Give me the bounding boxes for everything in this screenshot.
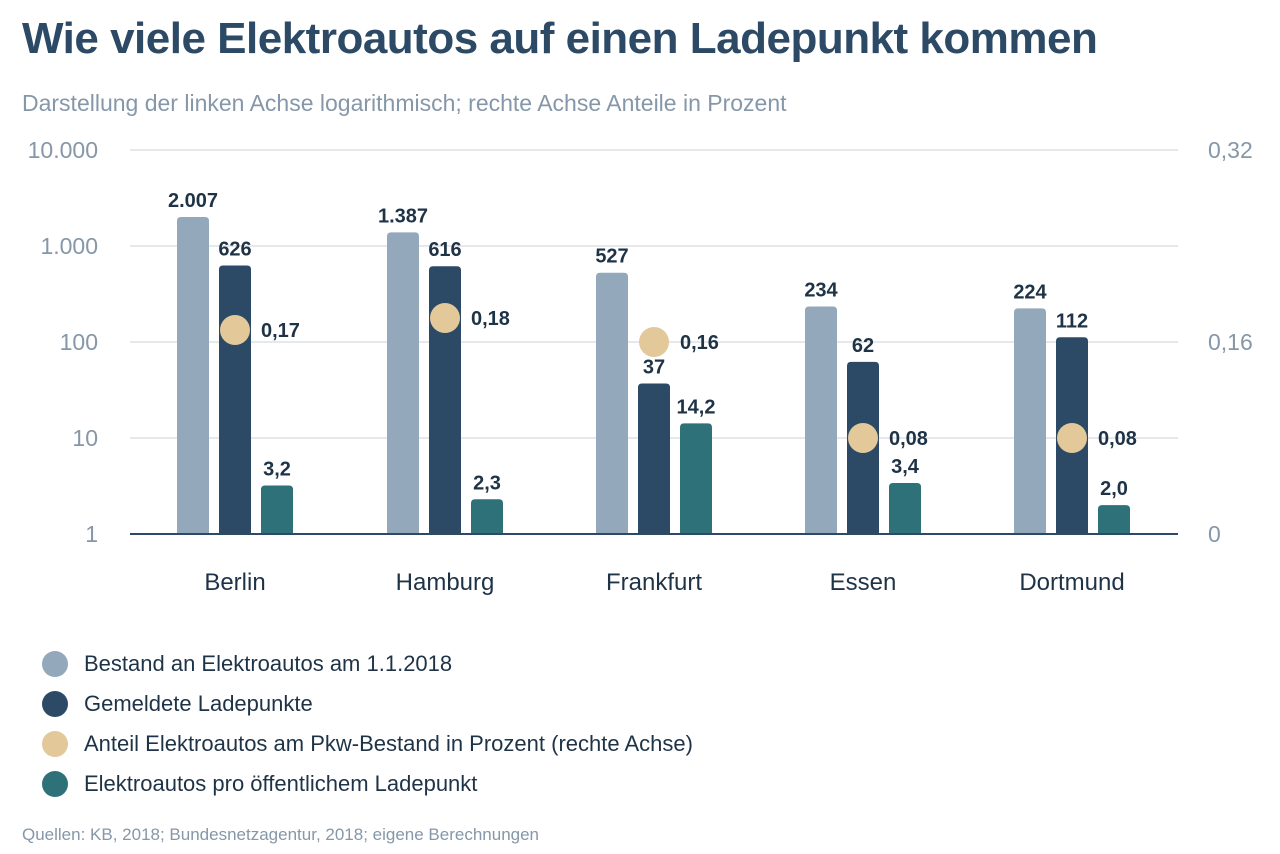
bar-pro-ladepunkt <box>471 499 503 534</box>
dot-anteil <box>220 315 250 345</box>
bar-ladepunkte <box>219 265 251 534</box>
left-axis-tick-label: 10.000 <box>28 137 98 163</box>
chart-subtitle: Darstellung der linken Achse logarithmis… <box>22 90 787 116</box>
dot-anteil <box>639 327 669 357</box>
legend-swatch-anteil <box>42 731 68 757</box>
legend-label-anteil: Anteil Elektroautos am Pkw-Bestand in Pr… <box>84 731 693 756</box>
dot-anteil-value-label: 0,08 <box>889 428 928 450</box>
bar-bestand <box>805 306 837 534</box>
dot-anteil <box>848 423 878 453</box>
bar-ladepunkte-value-label: 616 <box>428 239 461 261</box>
bar-pro-ladepunkt-value-label: 2,3 <box>473 472 501 494</box>
x-axis-category-label: Essen <box>830 569 897 596</box>
left-axis-tick-label: 1.000 <box>40 233 98 259</box>
dot-anteil-value-label: 0,08 <box>1098 428 1137 450</box>
bar-pro-ladepunkt-value-label: 3,4 <box>891 456 920 478</box>
legend-item-pro-ladepunkt: Elektroautos pro öffentlichem Ladepunkt <box>42 764 693 804</box>
right-axis-tick-label: 0 <box>1208 521 1221 547</box>
left-axis-tick-label: 1 <box>85 521 98 547</box>
bar-pro-ladepunkt-value-label: 2,0 <box>1100 478 1128 500</box>
bar-ladepunkte <box>638 383 670 534</box>
bar-pro-ladepunkt <box>680 423 712 534</box>
bar-bestand-value-label: 2.007 <box>168 190 218 212</box>
dot-anteil <box>1057 423 1087 453</box>
bar-bestand-value-label: 1.387 <box>378 205 428 227</box>
x-axis-category-label: Frankfurt <box>606 569 702 596</box>
left-axis-tick-label: 100 <box>60 329 98 355</box>
x-axis-category-label: Hamburg <box>396 569 495 596</box>
bar-pro-ladepunkt-value-label: 3,2 <box>263 459 291 481</box>
dot-anteil-value-label: 0,16 <box>680 332 719 354</box>
bar-bestand-value-label: 234 <box>804 280 838 302</box>
legend-item-bestand: Bestand an Elektroautos am 1.1.2018 <box>42 644 693 684</box>
bar-bestand-value-label: 527 <box>595 246 628 268</box>
dot-anteil-value-label: 0,17 <box>261 320 300 342</box>
bar-ladepunkte-value-label: 626 <box>218 239 251 261</box>
bar-pro-ladepunkt-value-label: 14,2 <box>677 396 716 418</box>
x-axis-category-label: Berlin <box>204 569 265 596</box>
legend-label-pro-ladepunkt: Elektroautos pro öffentlichem Ladepunkt <box>84 771 478 796</box>
bar-bestand <box>387 232 419 534</box>
dot-anteil <box>430 303 460 333</box>
bar-bestand <box>596 272 628 534</box>
bar-ladepunkte-value-label: 62 <box>852 335 874 357</box>
chart-area: 1 10 100 1.000 10.000 0 0,16 0,32 2.007 626 3,2 0,1… <box>28 137 1253 596</box>
chart-title: Wie viele Elektroautos auf einen Ladepun… <box>22 14 1098 63</box>
x-axis-category-label: Dortmund <box>1019 569 1124 596</box>
legend-item-anteil: Anteil Elektroautos am Pkw-Bestand in Pr… <box>42 724 693 764</box>
legend-swatch-bestand <box>42 651 68 677</box>
bar-pro-ladepunkt <box>261 485 293 534</box>
bar-ladepunkte <box>429 266 461 534</box>
legend-item-ladepunkte: Gemeldete Ladepunkte <box>42 684 693 724</box>
bar-bestand <box>1014 308 1046 534</box>
left-axis-tick-label: 10 <box>72 425 98 451</box>
bar-ladepunkte-value-label: 112 <box>1056 310 1088 332</box>
right-axis-tick-label: 0,16 <box>1208 329 1253 355</box>
legend-label-bestand: Bestand an Elektroautos am 1.1.2018 <box>84 651 453 676</box>
bar-pro-ladepunkt <box>889 482 921 534</box>
legend: Bestand an Elektroautos am 1.1.2018 Geme… <box>42 644 693 804</box>
bar-ladepunkte-value-label: 37 <box>643 356 665 378</box>
bar-bestand-value-label: 224 <box>1013 281 1047 303</box>
bar-pro-ladepunkt <box>1098 505 1130 534</box>
right-axis-tick-label: 0,32 <box>1208 137 1253 163</box>
source-note: Quellen: KB, 2018; Bundesnetzagentur, 20… <box>22 825 540 844</box>
bar-bestand <box>177 216 209 535</box>
legend-swatch-ladepunkte <box>42 691 68 717</box>
legend-label-ladepunkte: Gemeldete Ladepunkte <box>84 691 313 716</box>
dot-anteil-value-label: 0,18 <box>471 308 510 330</box>
legend-swatch-pro-ladepunkt <box>42 771 68 797</box>
